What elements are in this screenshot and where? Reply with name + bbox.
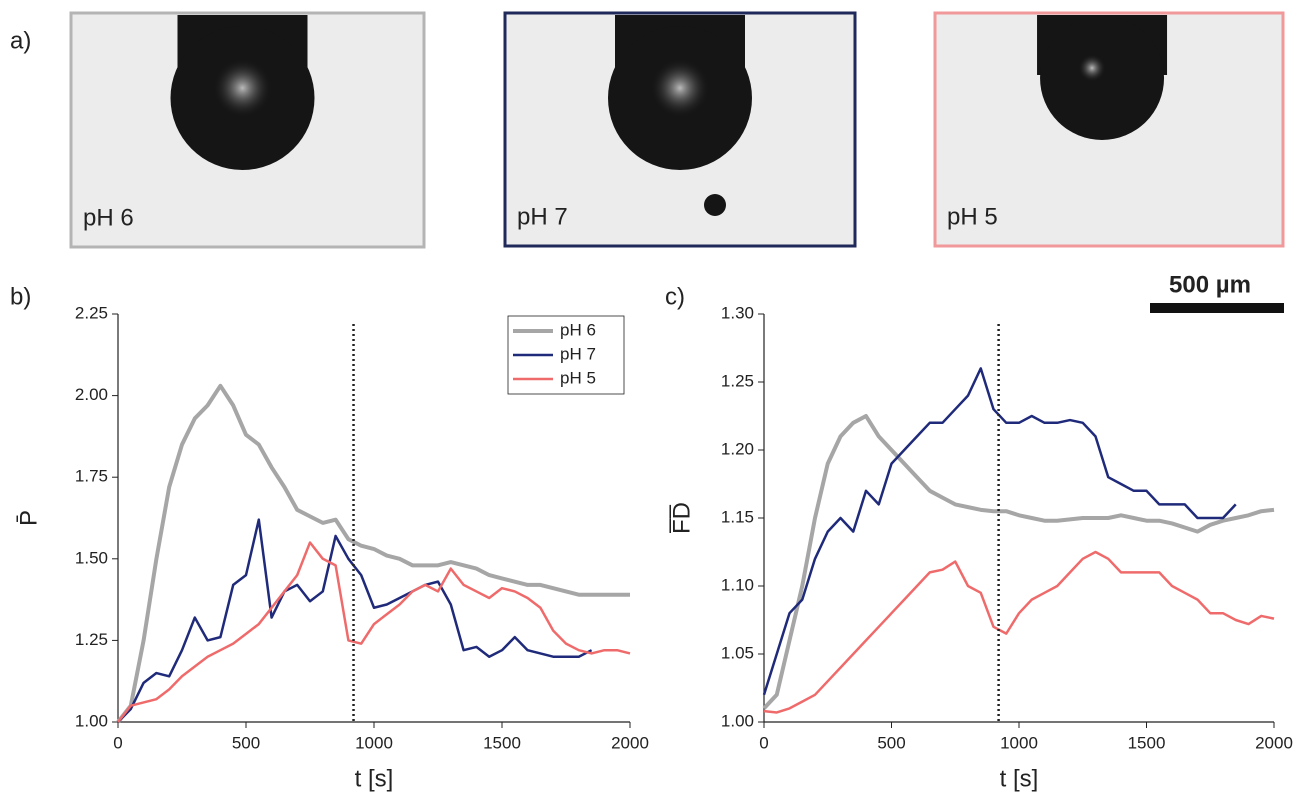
x-tick-label: 2000 bbox=[1255, 733, 1293, 752]
photo-label: pH 5 bbox=[947, 203, 998, 230]
bubble bbox=[704, 194, 726, 216]
y-tick-label: 1.30 bbox=[721, 303, 754, 322]
y-axis-label: F̅D̅ bbox=[668, 502, 695, 534]
y-tick-label: 1.05 bbox=[721, 643, 754, 662]
legend-label: pH 7 bbox=[560, 344, 596, 363]
x-tick-label: 1000 bbox=[355, 733, 393, 752]
photo-label: pH 6 bbox=[83, 204, 134, 231]
y-axis-label: P̄ bbox=[15, 510, 42, 526]
y-tick-label: 1.00 bbox=[721, 711, 754, 730]
legend-label: pH 6 bbox=[560, 320, 596, 339]
droplet-glow bbox=[1078, 54, 1107, 82]
panel-label: a) bbox=[10, 27, 31, 54]
series-line bbox=[762, 367, 1237, 696]
y-tick-label: 1.00 bbox=[75, 711, 108, 730]
y-tick-label: 1.75 bbox=[75, 467, 108, 486]
y-tick-label: 1.20 bbox=[721, 439, 754, 458]
x-tick-label: 1500 bbox=[483, 733, 521, 752]
x-axis-label: t [s] bbox=[1000, 765, 1039, 792]
photo-label: pH 7 bbox=[517, 203, 568, 230]
image-row: pH 6 pH 7 pH 5 bbox=[69, 11, 1285, 249]
legend-label: pH 5 bbox=[560, 368, 596, 387]
x-tick-label: 500 bbox=[877, 733, 905, 752]
y-tick-label: 2.00 bbox=[75, 385, 108, 404]
y-tick-label: 1.25 bbox=[721, 371, 754, 390]
x-tick-label: 0 bbox=[113, 733, 122, 752]
series-line bbox=[117, 518, 593, 723]
series-line bbox=[117, 541, 631, 723]
y-tick-label: 1.25 bbox=[75, 630, 108, 649]
y-tick-label: 2.25 bbox=[75, 303, 108, 322]
x-tick-label: 1000 bbox=[1000, 733, 1038, 752]
y-tick-label: 1.10 bbox=[721, 575, 754, 594]
scale-bar bbox=[1150, 303, 1284, 313]
series-line bbox=[762, 414, 1275, 710]
series-line bbox=[116, 383, 630, 724]
x-tick-label: 1500 bbox=[1128, 733, 1166, 752]
y-tick-label: 1.15 bbox=[721, 507, 754, 526]
x-tick-label: 0 bbox=[759, 733, 768, 752]
y-tick-label: 1.50 bbox=[75, 548, 108, 567]
x-tick-label: 2000 bbox=[611, 733, 649, 752]
droplet-glow bbox=[212, 58, 273, 118]
x-tick-label: 500 bbox=[232, 733, 260, 752]
droplet bbox=[1040, 16, 1165, 140]
series-line bbox=[763, 550, 1275, 714]
panel-label: b) bbox=[10, 283, 31, 310]
panel-label: c) bbox=[665, 283, 685, 310]
scale-bar-label: 500 µm bbox=[1169, 271, 1251, 298]
droplet-glow bbox=[650, 58, 710, 118]
x-axis-label: t [s] bbox=[355, 765, 394, 792]
